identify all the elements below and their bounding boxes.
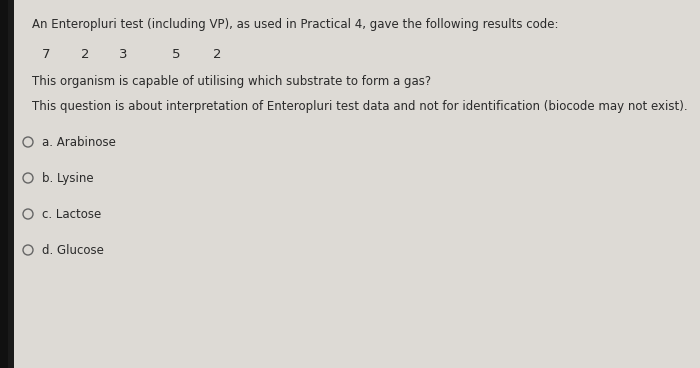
- Text: 2: 2: [80, 48, 89, 61]
- Text: This organism is capable of utilising which substrate to form a gas?: This organism is capable of utilising wh…: [32, 75, 431, 88]
- Bar: [0, 0, 8, 368]
- Text: b. Lysine: b. Lysine: [42, 172, 94, 185]
- Text: d. Glucose: d. Glucose: [42, 244, 104, 257]
- Text: c. Lactose: c. Lactose: [42, 208, 102, 221]
- Text: 5: 5: [172, 48, 180, 61]
- Text: a. Arabinose: a. Arabinose: [42, 136, 116, 149]
- Text: 2: 2: [214, 48, 222, 61]
- Text: This question is about interpretation of Enteropluri test data and not for ident: This question is about interpretation of…: [32, 100, 687, 113]
- Text: 7: 7: [42, 48, 50, 61]
- Text: An Enteropluri test (including VP), as used in Practical 4, gave the following r: An Enteropluri test (including VP), as u…: [32, 18, 559, 31]
- Text: 3: 3: [119, 48, 127, 61]
